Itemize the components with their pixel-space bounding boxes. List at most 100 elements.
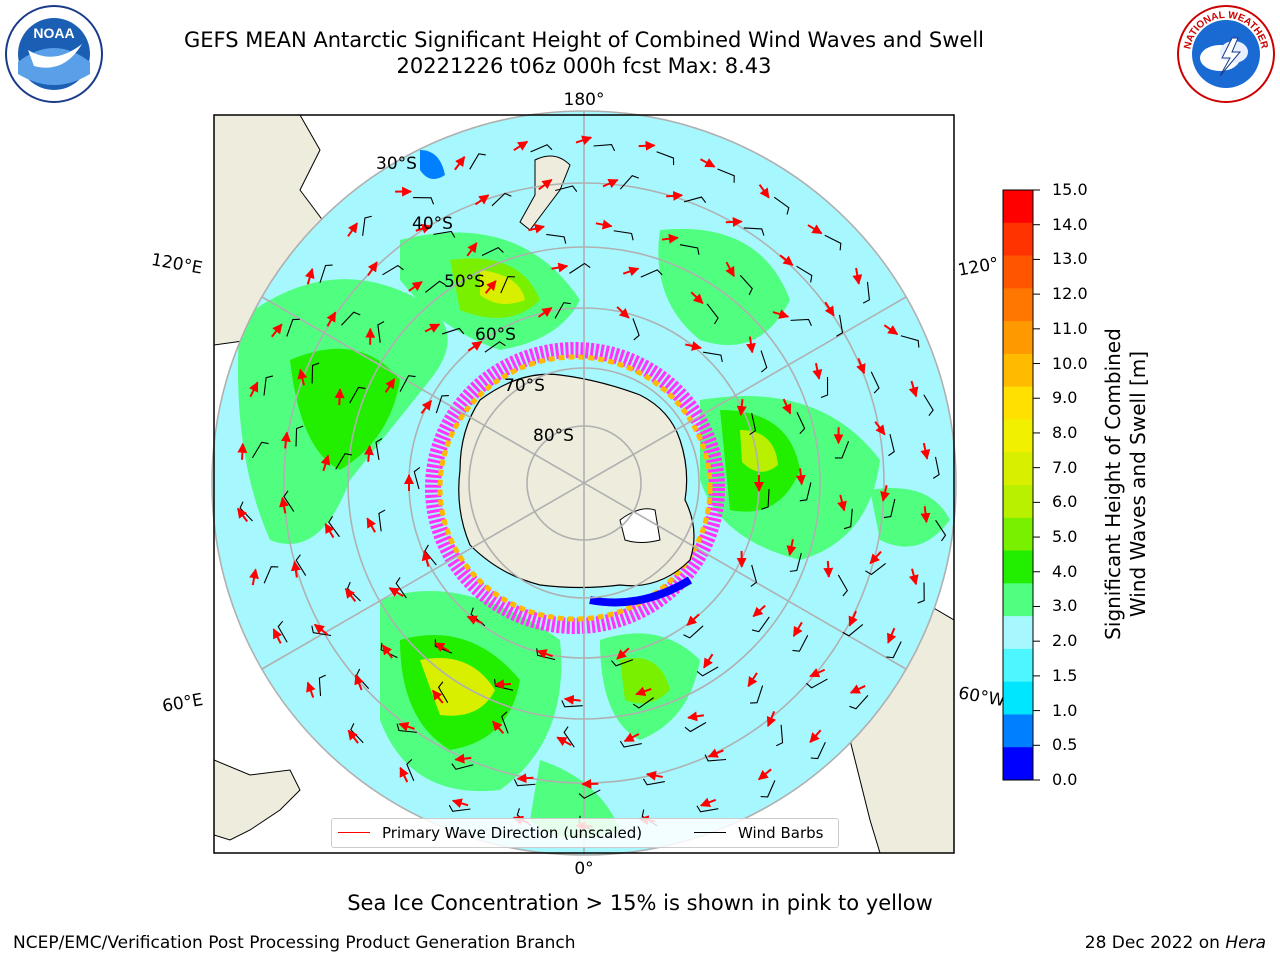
colorbar-segment (1003, 648, 1033, 683)
wave-direction-arrow (249, 381, 259, 398)
wind-barb (442, 327, 465, 335)
colorbar-label-line1: Significant Height of Combined (1101, 328, 1125, 640)
wave-direction-arrow (271, 323, 283, 338)
wave-direction-arrow (556, 736, 572, 747)
lon-label-left-lower: 60°E (161, 690, 205, 717)
wave-direction-arrow (616, 647, 630, 660)
wave-direction-arrow (687, 711, 705, 722)
wave-direction-arrow (237, 442, 248, 460)
wave-direction-arrow (690, 291, 704, 305)
wind-barb (842, 624, 864, 637)
wave-direction-arrow (326, 311, 337, 327)
wave-direction-arrow (635, 686, 652, 696)
wind-barb (886, 641, 902, 659)
wave-direction-arrow (454, 753, 472, 764)
wind-barb (375, 438, 383, 460)
wind-barb (555, 185, 578, 192)
wind-barb (491, 192, 512, 207)
africa-land (214, 759, 301, 841)
wind-barb (761, 488, 770, 510)
wave-direction-arrow (537, 306, 553, 318)
wind-barb (805, 678, 828, 689)
wave-direction-arrow (467, 340, 483, 352)
wave-direction-arrow (809, 729, 822, 743)
primary-wave-legend-line (338, 832, 370, 833)
wind-barb (611, 659, 634, 667)
nws-logo-icon: NATIONAL WEATHER SERVICE (1176, 4, 1275, 103)
wave-direction-arrow (725, 216, 743, 227)
wind-barb (318, 674, 326, 697)
lon-label-left-upper: 120°E (150, 250, 204, 279)
wave-direction-arrow (602, 178, 619, 189)
colorbar-tick-label: 2.0 (1052, 631, 1078, 651)
wind-barb (295, 554, 307, 576)
wave-direction-arrow (513, 140, 529, 152)
wave-direction-arrow (848, 610, 858, 627)
colorbar-segment (1003, 517, 1033, 552)
wind-barb (760, 780, 776, 798)
wind-barb (750, 564, 758, 587)
wave-direction-arrow (856, 357, 866, 375)
wind-barb (776, 724, 784, 747)
wind-barb (561, 700, 583, 708)
wave-direction-arrow (745, 336, 756, 354)
wave-direction-arrow (399, 766, 409, 783)
wave-direction-arrow (645, 770, 663, 781)
wind-barb (349, 386, 366, 404)
wind-barb (751, 616, 770, 633)
colorbar-tick-label: 8.0 (1052, 422, 1078, 442)
wind-barb (865, 563, 886, 576)
wave-direction-arrow (786, 539, 797, 556)
wave-direction-arrow (824, 301, 835, 317)
footer-credit: NCEP/EMC/Verification Post Processing Pr… (13, 933, 576, 953)
colorbar-tick-label: 14.0 (1052, 214, 1088, 234)
wave-direction-arrow (908, 568, 919, 586)
colorbar-tick-label: 5.0 (1052, 527, 1078, 547)
wind-barb (703, 351, 723, 363)
wave-direction-arrow (908, 380, 919, 398)
wave-direction-arrow (795, 468, 806, 486)
wind-barb (513, 779, 536, 787)
colorbar-segment (1003, 419, 1033, 453)
colorbar-segment (1003, 255, 1033, 289)
wave-direction-arrow (852, 267, 863, 285)
wave-direction-arrow (367, 261, 378, 277)
wave-direction-arrow (466, 242, 478, 257)
wind-barb (593, 143, 616, 152)
wave-direction-arrow (792, 621, 803, 637)
map-legend: Primary Wave Direction (unscaled) Wind B… (331, 818, 839, 848)
wind-barb (749, 412, 757, 435)
wind-barb (683, 625, 704, 639)
wave-direction-arrow (320, 454, 331, 472)
wave-direction-arrow (398, 721, 415, 732)
colorbar (1003, 189, 1040, 781)
wind-barb (696, 805, 719, 813)
colorbar-tick-label: 0.5 (1052, 735, 1078, 755)
wave-direction-arrow (344, 587, 357, 602)
wave-direction-arrow (334, 388, 345, 406)
wind-barb (696, 666, 719, 677)
wave-direction-arrow (595, 219, 613, 230)
wave-direction-arrow (424, 323, 441, 333)
wave-direction-arrow (236, 507, 249, 523)
colorbar-segment (1003, 583, 1033, 617)
wind-barb (824, 234, 842, 251)
footer-host: Hera (1225, 933, 1266, 953)
lon-label-right-upper: 120° (956, 254, 1000, 281)
wind-barb (799, 482, 812, 502)
chart-subtitle: 20221226 t06z 000h fcst Max: 8.43 (396, 54, 772, 78)
wave-direction-arrow (623, 732, 640, 743)
noaa-logo-text: NOAA (33, 25, 74, 41)
wind-barb (413, 197, 435, 205)
wind-barb (750, 685, 764, 704)
chart-title: GEFS MEAN Antarctic Significant Height o… (183, 28, 985, 52)
wave-direction-arrow (388, 587, 404, 598)
wind-barb (530, 144, 553, 153)
wave-direction-arrow (779, 254, 794, 266)
wave-direction-arrow (474, 194, 490, 206)
wave-direction-arrow (782, 398, 792, 415)
lat-label-70: 70°S (504, 376, 545, 396)
wind-barb (295, 425, 304, 447)
wave-direction-arrow (347, 222, 359, 237)
